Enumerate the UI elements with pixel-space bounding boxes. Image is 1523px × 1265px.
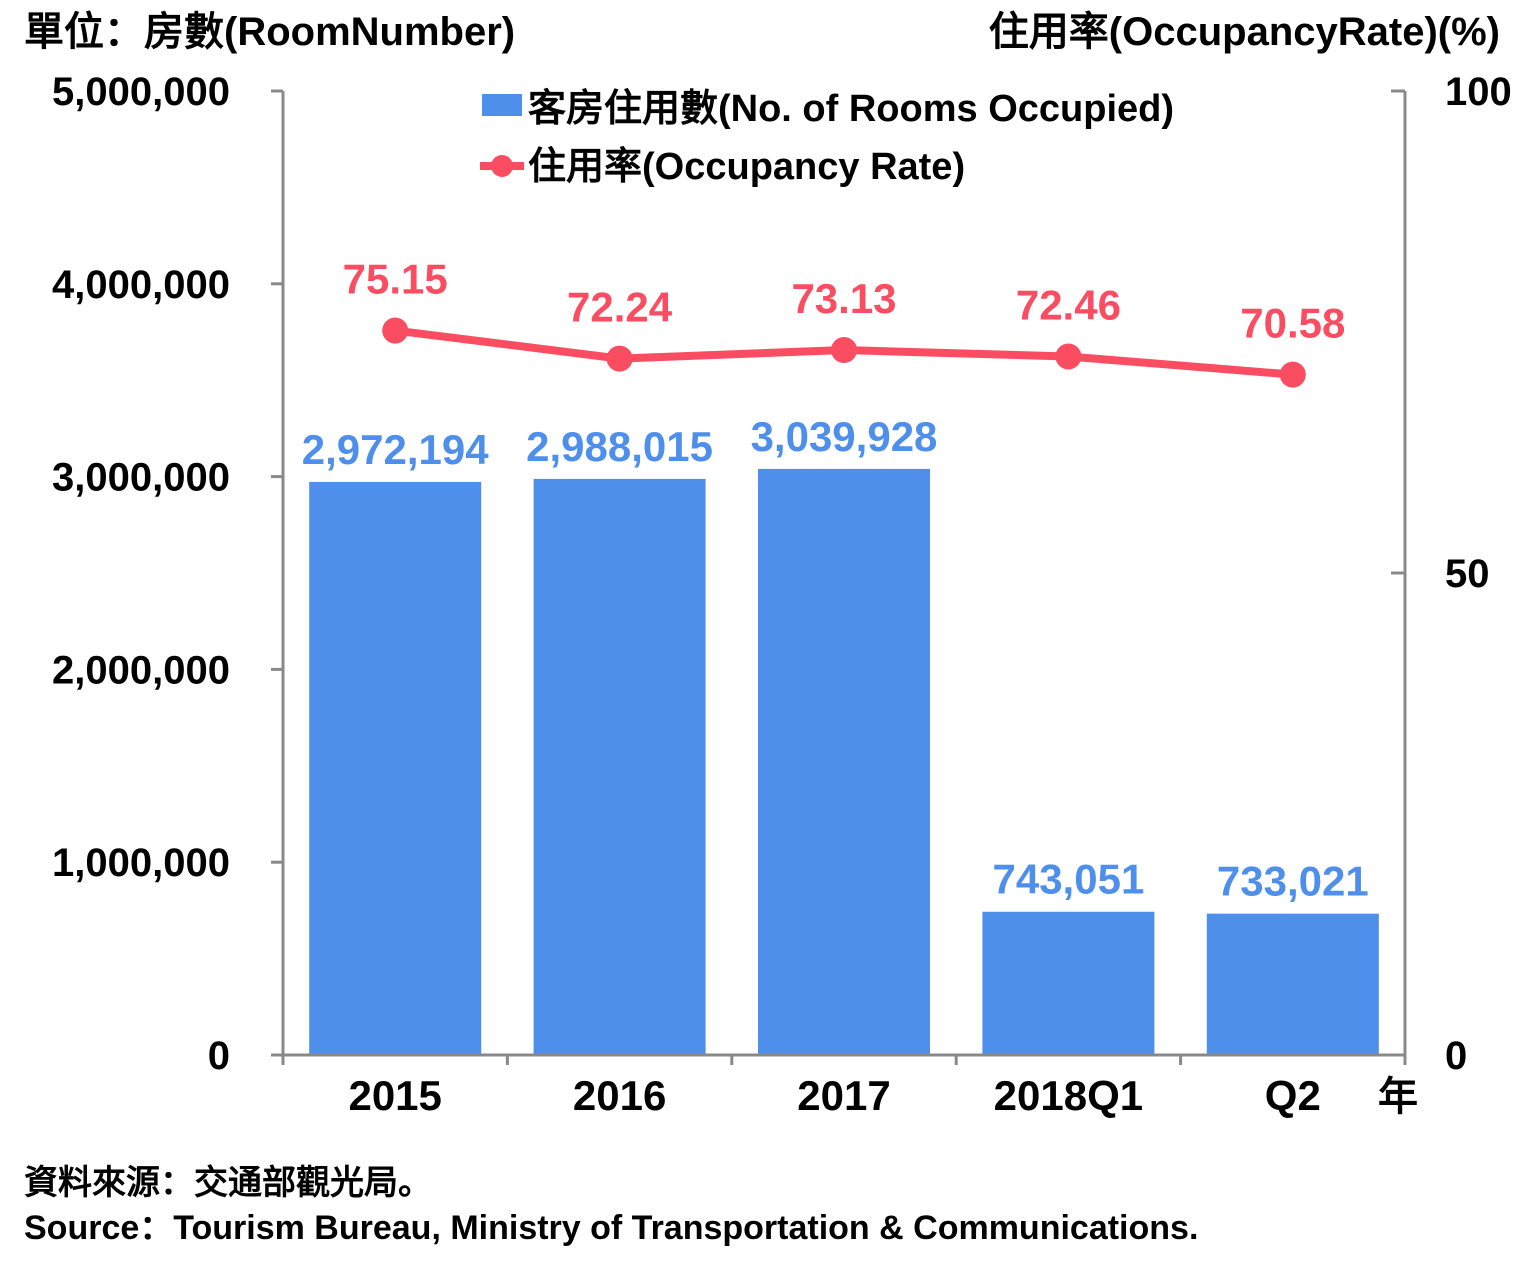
- line-value-label: 70.58: [1240, 300, 1345, 347]
- bar-value-label: 2,988,015: [526, 423, 713, 470]
- bar-value-label: 2,972,194: [302, 426, 489, 473]
- legend-bar-label: 客房住用數(No. of Rooms Occupied): [528, 87, 1174, 130]
- bar: [982, 911, 1155, 1055]
- line-value-label: 73.13: [791, 275, 896, 322]
- line-point: [1055, 343, 1082, 370]
- source-zh: 資料來源：交通部觀光局。: [24, 1164, 432, 1202]
- source-en: Source：Tourism Bureau, Ministry of Trans…: [24, 1209, 1199, 1247]
- bar-data-labels: 2,972,194 2,988,015 3,039,928 743,051 733,02…: [302, 413, 1369, 905]
- bar-value-label: 743,051: [992, 856, 1144, 903]
- line-data-labels: 75.15 72.24 73.13 72.46 70.58: [343, 256, 1346, 347]
- bar: [1206, 913, 1379, 1055]
- bar-value-label: 733,021: [1217, 858, 1369, 905]
- right-tick-label: 100: [1445, 70, 1512, 114]
- legend: 客房住用數(No. of Rooms Occupied) 住用率(Occupan…: [480, 87, 1174, 188]
- bar: [309, 481, 482, 1055]
- right-tick-label: 50: [1445, 552, 1490, 596]
- line-point: [831, 337, 857, 364]
- right-axis-title: 住用率(OccupancyRate)(%): [989, 10, 1500, 54]
- line-value-label: 72.46: [1016, 281, 1121, 328]
- line-point: [1279, 361, 1306, 388]
- left-tick-label: 5,000,000: [52, 70, 230, 114]
- right-axis-ticks: 0 50 100: [1391, 70, 1512, 1078]
- left-tick-label: 3,000,000: [52, 456, 230, 500]
- left-axis-title: 單位：房數(RoomNumber): [24, 10, 515, 54]
- line-point: [382, 317, 409, 344]
- x-tick-label: 2018Q1: [994, 1072, 1143, 1119]
- line-point: [606, 345, 633, 372]
- x-tick-label: 2016: [573, 1072, 666, 1119]
- left-axis-ticks: 0 1,000,000 2,000,000 3,000,000 4,000,000 5,0…: [52, 70, 283, 1078]
- x-tick-label: 2017: [797, 1072, 890, 1119]
- line-value-label: 75.15: [343, 256, 448, 303]
- line-value-label: 72.24: [567, 284, 673, 331]
- left-tick-label: 1,000,000: [52, 841, 230, 885]
- axes: [281, 91, 1407, 1065]
- left-tick-label: 4,000,000: [52, 263, 230, 307]
- legend-line-label: 住用率(Occupancy Rate): [528, 146, 965, 188]
- bar: [758, 468, 930, 1056]
- legend-line-marker: [491, 155, 513, 177]
- bar-series: [309, 468, 1379, 1056]
- line-series: [382, 317, 1306, 388]
- left-tick-label: 2,000,000: [52, 648, 230, 692]
- bar-value-label: 3,039,928: [751, 413, 938, 460]
- left-tick-label: 0: [208, 1034, 230, 1078]
- x-axis-labels: 2015 2016 2017 2018Q1 Q2: [348, 1072, 1320, 1119]
- legend-bar-swatch: [482, 94, 522, 116]
- x-axis-unit: 年: [1378, 1075, 1418, 1119]
- x-tick-label: 2015: [348, 1072, 441, 1119]
- x-tick-label: Q2: [1265, 1072, 1321, 1119]
- right-tick-label: 0: [1445, 1034, 1467, 1078]
- bar: [533, 478, 706, 1055]
